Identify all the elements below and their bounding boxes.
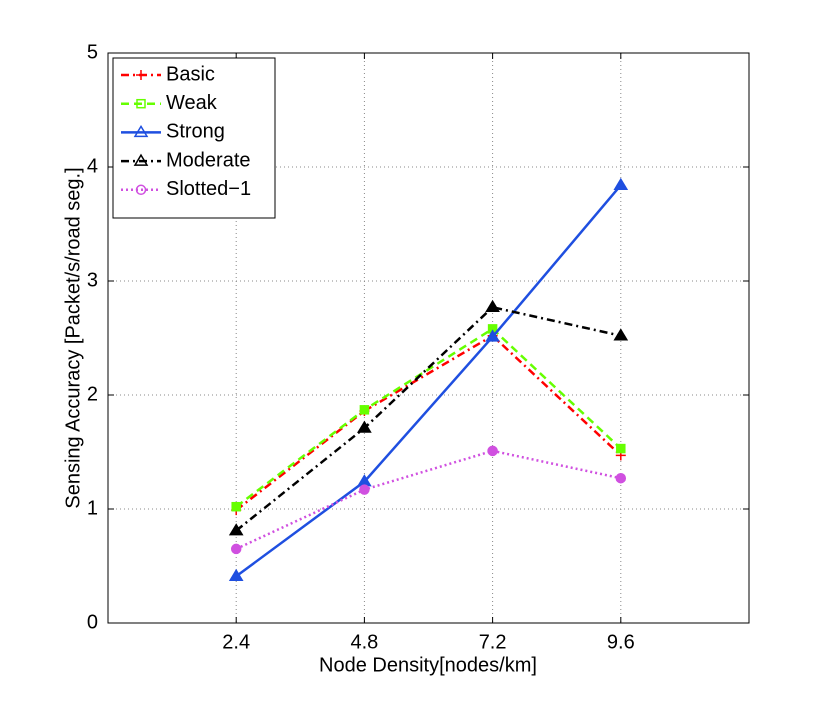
x-tick-label: 7.2 xyxy=(479,631,507,653)
marker xyxy=(136,98,146,109)
marker xyxy=(487,445,498,457)
series-line xyxy=(235,305,622,532)
marker xyxy=(357,420,372,433)
series-line xyxy=(235,184,622,578)
legend-label: Weak xyxy=(166,92,218,114)
plot-frame xyxy=(107,52,750,624)
marker xyxy=(485,329,500,342)
y-tick-label: 3 xyxy=(87,269,98,291)
y-axis-label: Sensing Accuracy [Packet/s/road seg.] xyxy=(62,167,84,508)
marker xyxy=(613,328,629,341)
y-tick-label: 0 xyxy=(87,611,98,633)
marker xyxy=(359,484,370,495)
x-axis-label: Node Density[nodes/km] xyxy=(319,654,537,676)
y-tick-label: 2 xyxy=(87,383,98,405)
marker xyxy=(230,543,242,555)
marker xyxy=(359,405,370,415)
marker xyxy=(135,184,147,196)
marker xyxy=(133,153,149,166)
x-tick-label: 9.6 xyxy=(607,631,635,653)
y-tick-label: 5 xyxy=(87,41,98,63)
x-tick-label: 4.8 xyxy=(350,631,378,653)
marker xyxy=(228,523,244,536)
marker xyxy=(485,299,500,312)
marker xyxy=(133,124,149,138)
marker xyxy=(613,177,629,190)
series-line xyxy=(235,327,622,508)
marker xyxy=(231,501,241,512)
x-tick-label: 2.4 xyxy=(222,631,250,653)
marker xyxy=(616,443,626,454)
legend-label: Slotted−1 xyxy=(166,178,251,200)
series-line xyxy=(235,449,622,551)
legend-label: Moderate xyxy=(166,149,251,171)
legend-box xyxy=(112,57,276,219)
legend-label: Strong xyxy=(166,121,225,143)
series-line xyxy=(235,334,622,512)
marker xyxy=(228,568,244,582)
marker xyxy=(136,70,146,80)
marker xyxy=(615,472,627,484)
legend-label: Basic xyxy=(166,63,215,85)
y-tick-label: 4 xyxy=(87,155,98,177)
y-tick-label: 1 xyxy=(87,497,98,519)
